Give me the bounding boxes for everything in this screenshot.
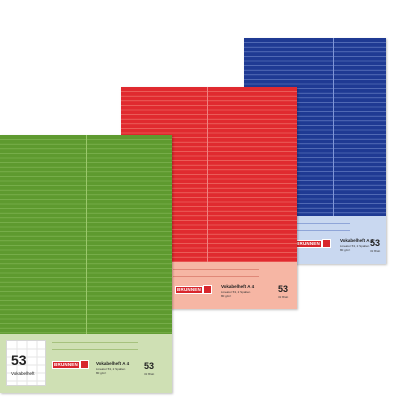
lineature-number: 53 xyxy=(278,284,289,294)
lineature-number: 53 xyxy=(370,238,381,248)
product-subtitle-weight: 80 g/m² xyxy=(340,248,351,252)
sticker-grid xyxy=(7,341,45,385)
notebook-red-write-line xyxy=(173,276,259,277)
notebook-blue-write-line xyxy=(292,223,350,224)
brand-logo-square xyxy=(80,360,89,369)
sheet-count: 32 Blatt xyxy=(370,249,381,253)
notebook-red-column-divider xyxy=(207,87,208,262)
product-subtitle: Lineatur 53, 2 Spalten xyxy=(96,367,126,371)
sticker-number: 53 xyxy=(11,352,27,368)
notebook-green-column-divider xyxy=(86,135,87,334)
product-subtitle-weight: 80 g/m² xyxy=(96,371,107,375)
notebook-blue-lines xyxy=(244,42,386,214)
brand-logo: BRUNNEN xyxy=(175,286,203,294)
notebook-green-write-line xyxy=(52,342,138,343)
brand-logo-square xyxy=(203,285,212,294)
sticker-label: Vokabelheft xyxy=(11,371,35,376)
product-subtitle-weight: 80 g/m² xyxy=(221,294,232,298)
product-title: Vokabelheft A 4 xyxy=(221,284,255,289)
sheet-count: 32 Blatt xyxy=(144,372,155,376)
notebook-green: 53 Vokabelheft BRUNNEN Vokabelheft A 4 L… xyxy=(0,135,172,393)
notebook-blue-write-line xyxy=(292,230,350,231)
brand-logo: BRUNNEN xyxy=(294,240,322,248)
notebook-green-write-line xyxy=(52,349,138,350)
product-title: Vokabelheft A 4 xyxy=(96,361,130,366)
brand-logo: BRUNNEN xyxy=(52,361,80,369)
product-subtitle: Lineatur 53, 2 Spalten xyxy=(221,290,251,294)
brand-logo-square xyxy=(322,239,331,248)
product-title: Vokabelheft A 4 xyxy=(340,238,374,243)
number-sticker: 53 Vokabelheft xyxy=(6,340,46,386)
notebook-green-label-area: 53 Vokabelheft BRUNNEN Vokabelheft A 4 L… xyxy=(0,334,172,393)
notebook-red-write-line xyxy=(173,269,259,270)
product-subtitle: Lineatur 53, 2 Spalten xyxy=(340,244,370,248)
notebook-blue-column-divider xyxy=(333,38,334,216)
sheet-count: 32 Blatt xyxy=(278,295,289,299)
lineature-number: 53 xyxy=(144,361,155,371)
